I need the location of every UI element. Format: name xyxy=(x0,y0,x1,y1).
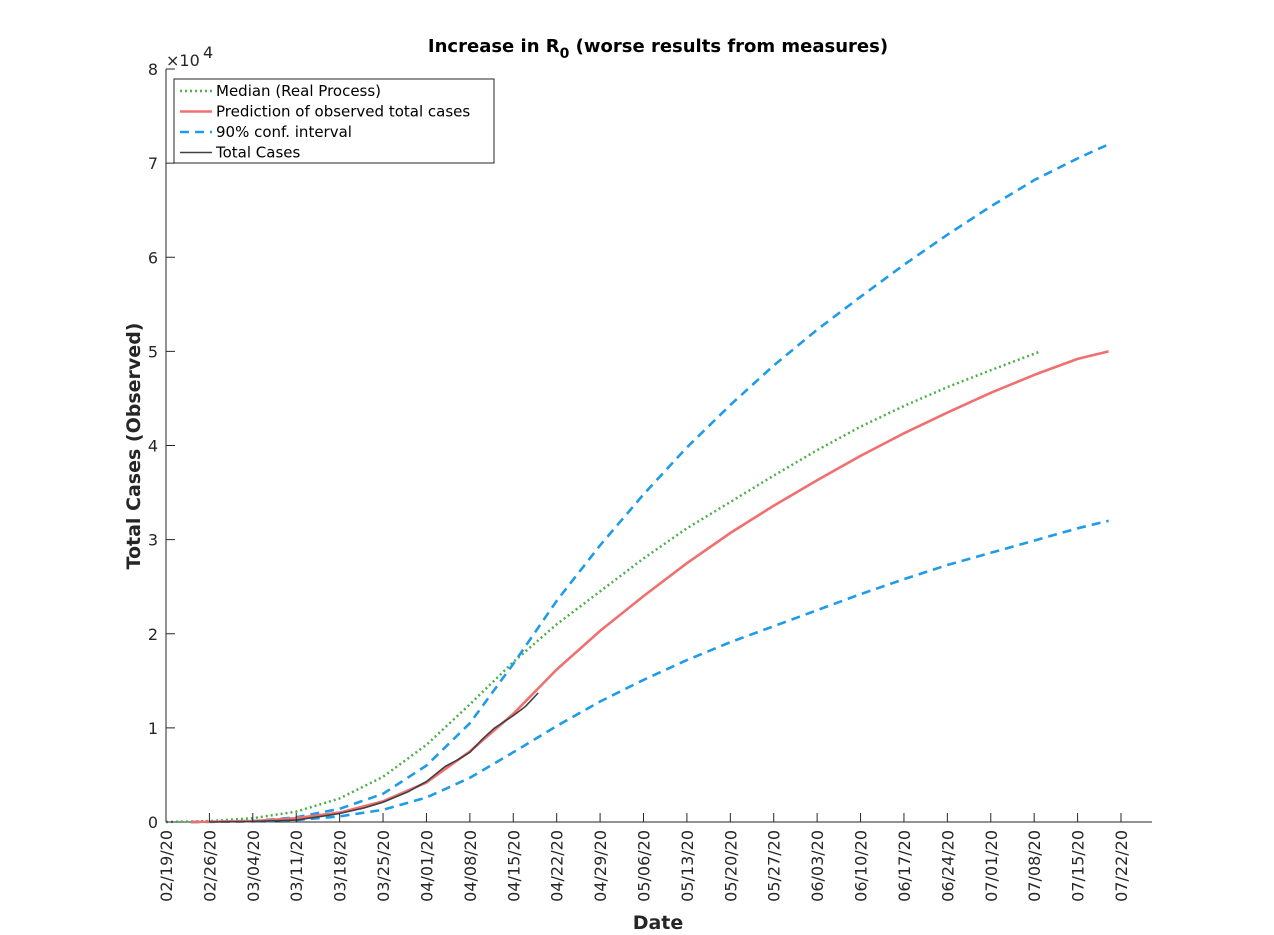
series-line-total-cases xyxy=(209,692,539,823)
x-tick-label: 05/27/20 xyxy=(765,830,784,902)
x-tick-label: 04/15/20 xyxy=(504,830,523,902)
x-tick-label: 07/15/20 xyxy=(1069,830,1088,902)
x-tick-label: 07/01/20 xyxy=(982,830,1001,902)
x-tick-label: 05/06/20 xyxy=(634,830,653,902)
x-tick-label: 03/18/20 xyxy=(331,830,350,902)
x-tick-label: 02/19/20 xyxy=(157,830,176,902)
series-line-90-conf-interval xyxy=(190,143,1110,824)
series-lines xyxy=(165,143,1110,824)
x-tick-label: 07/22/20 xyxy=(1112,830,1131,902)
x-tick-label: 04/08/20 xyxy=(461,830,480,902)
x-tick-label: 04/29/20 xyxy=(591,830,610,902)
svg-text:×10: ×10 xyxy=(166,51,200,70)
y-tick-label: 0 xyxy=(148,813,158,832)
series-line-prediction-of-observed-total-cases xyxy=(190,350,1109,824)
x-tick-label: 04/01/20 xyxy=(417,830,436,902)
x-tick-label: 06/10/20 xyxy=(852,830,871,902)
x-tick-label: 06/24/20 xyxy=(938,830,957,902)
y-tick-label: 4 xyxy=(148,437,158,456)
y-tick-label: 2 xyxy=(148,625,158,644)
x-axis-label: Date xyxy=(633,912,684,934)
svg-text:4: 4 xyxy=(203,43,213,62)
tick-labels: 02/19/20 02/26/20 03/04/20 03/11/20 03/18/20… xyxy=(148,60,1131,902)
x-tick-label: 06/17/20 xyxy=(895,830,914,902)
y-tick-label: 5 xyxy=(148,342,158,361)
legend-label: Median (Real Process) xyxy=(216,82,381,100)
legend-label: Prediction of observed total cases xyxy=(216,103,470,121)
legend: Median (Real Process) Prediction of obser… xyxy=(173,78,495,164)
legend-label: 90% conf. interval xyxy=(216,123,352,141)
y-tick-label: 6 xyxy=(148,248,158,267)
y-tick-label: 7 xyxy=(148,154,158,173)
series-line-conf-interval-lower xyxy=(190,519,1109,824)
x-tick-label: 04/22/20 xyxy=(548,830,567,902)
y-axis-label: Total Cases (Observed) xyxy=(123,323,145,570)
chart-title: Increase in R0 (worse results from measu… xyxy=(428,36,888,62)
x-tick-label: 03/11/20 xyxy=(287,830,306,902)
x-tick-label: 07/08/20 xyxy=(1025,830,1044,902)
y-tick-label: 8 xyxy=(148,60,158,79)
x-tick-label: 06/03/20 xyxy=(808,830,827,902)
x-tick-label: 03/25/20 xyxy=(374,830,393,902)
axes xyxy=(165,69,1152,823)
legend-box xyxy=(173,78,495,164)
x-tick-label: 03/04/20 xyxy=(244,830,263,902)
x-tick-label: 05/20/20 xyxy=(721,830,740,902)
x-tick-label: 02/26/20 xyxy=(200,830,219,902)
y-axis-exponent: ×10 4 xyxy=(166,43,213,70)
x-tick-label: 05/13/20 xyxy=(678,830,697,902)
y-tick-label: 3 xyxy=(148,531,158,550)
series-line-median-real-process xyxy=(165,350,1041,824)
y-tick-label: 1 xyxy=(148,719,158,738)
legend-label: Total Cases xyxy=(215,144,301,162)
